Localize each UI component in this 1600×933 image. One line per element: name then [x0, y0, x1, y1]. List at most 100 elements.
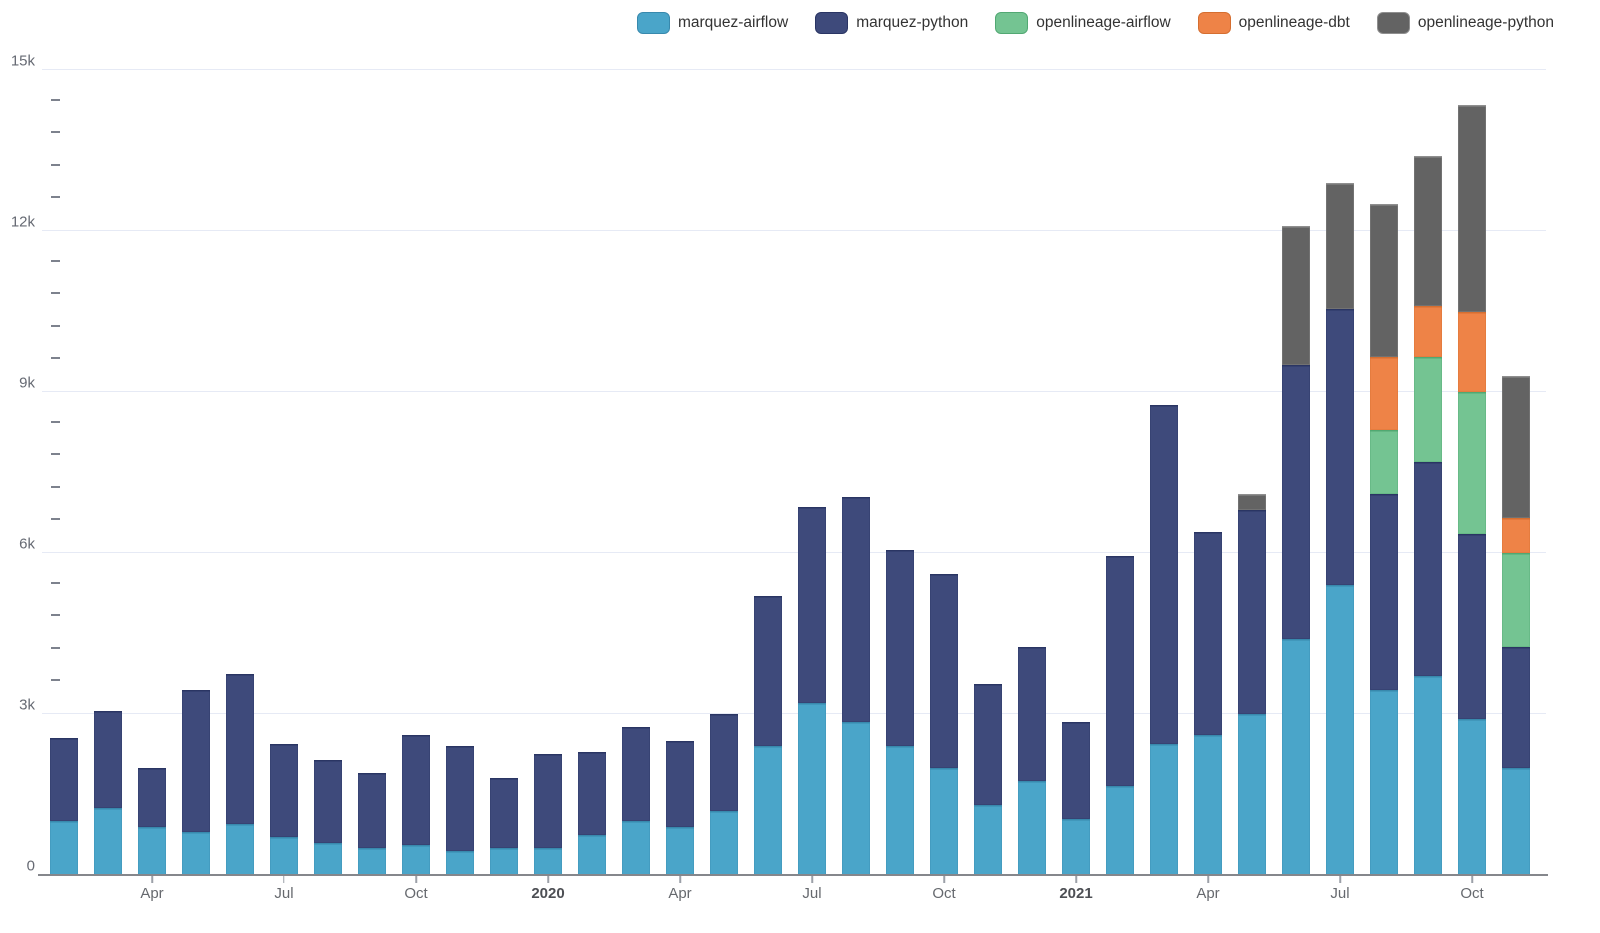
bar-segment-marquez-python[interactable] [974, 684, 1002, 806]
bar-segment-openlineage-python[interactable] [1458, 104, 1486, 312]
bar-segment-marquez-airflow[interactable] [578, 834, 606, 875]
bar-segment-openlineage-airflow[interactable] [1458, 392, 1486, 535]
bar-segment-marquez-airflow[interactable] [1106, 786, 1134, 875]
bar-segment-marquez-python[interactable] [710, 714, 738, 811]
bar-segment-openlineage-python[interactable] [1502, 375, 1530, 519]
bar-stack [1018, 70, 1046, 875]
bar-segment-marquez-airflow[interactable] [490, 848, 518, 875]
bar-segment-marquez-airflow[interactable] [754, 746, 782, 875]
bar-segment-marquez-python[interactable] [1238, 510, 1266, 714]
bar-stack [710, 70, 738, 875]
legend-item-openlineage-airflow[interactable]: openlineage-airflow [995, 12, 1171, 34]
bar-segment-marquez-python[interactable] [1502, 646, 1530, 768]
bar-segment-marquez-python[interactable] [1106, 555, 1134, 787]
bar-segment-marquez-airflow[interactable] [666, 826, 694, 875]
bar-segment-marquez-airflow[interactable] [314, 842, 342, 875]
bar-segment-marquez-airflow[interactable] [842, 722, 870, 875]
bar-segment-marquez-airflow[interactable] [974, 805, 1002, 875]
bar-segment-marquez-python[interactable] [622, 727, 650, 822]
bar-segment-marquez-python[interactable] [490, 778, 518, 849]
bar-segment-openlineage-airflow[interactable] [1414, 357, 1442, 462]
bar-segment-marquez-python[interactable] [446, 746, 474, 851]
bar-column [394, 70, 438, 875]
bar-segment-marquez-python[interactable] [798, 507, 826, 704]
bar-segment-marquez-python[interactable] [226, 673, 254, 825]
bar-segment-marquez-airflow[interactable] [50, 821, 78, 875]
bar-segment-marquez-airflow[interactable] [622, 821, 650, 875]
bar-segment-marquez-python[interactable] [1018, 646, 1046, 782]
bar-segment-marquez-python[interactable] [930, 574, 958, 768]
bar-segment-marquez-airflow[interactable] [886, 746, 914, 875]
bar-segment-marquez-airflow[interactable] [402, 845, 430, 875]
bar-segment-marquez-airflow[interactable] [446, 850, 474, 875]
bar-segment-openlineage-airflow[interactable] [1502, 553, 1530, 647]
legend-label: openlineage-python [1417, 14, 1554, 31]
bar-segment-marquez-airflow[interactable] [1414, 676, 1442, 875]
legend-item-marquez-python[interactable]: marquez-python [815, 12, 968, 34]
bar-segment-openlineage-dbt[interactable] [1414, 306, 1442, 358]
bar-segment-marquez-airflow[interactable] [1370, 689, 1398, 875]
legend-swatch-icon [995, 12, 1029, 34]
bar-segment-marquez-python[interactable] [1282, 365, 1310, 639]
bar-segment-marquez-python[interactable] [1194, 531, 1222, 736]
bar-stack [1062, 70, 1090, 875]
bar-segment-marquez-airflow[interactable] [798, 703, 826, 875]
bar-segment-marquez-airflow[interactable] [1282, 638, 1310, 875]
bar-column [614, 70, 658, 875]
bar-segment-marquez-airflow[interactable] [1062, 818, 1090, 875]
bar-segment-marquez-airflow[interactable] [1326, 585, 1354, 875]
bar-segment-marquez-python[interactable] [270, 743, 298, 838]
bar-segment-openlineage-airflow[interactable] [1370, 429, 1398, 494]
bar-segment-marquez-airflow[interactable] [534, 848, 562, 875]
bar-segment-marquez-airflow[interactable] [94, 807, 122, 875]
bar-segment-marquez-python[interactable] [182, 689, 210, 833]
bar-segment-marquez-python[interactable] [1414, 461, 1442, 677]
bar-segment-marquez-airflow[interactable] [358, 848, 386, 875]
bar-segment-marquez-python[interactable] [842, 496, 870, 723]
bar-column [86, 70, 130, 875]
bar-segment-marquez-python[interactable] [314, 759, 342, 843]
bar-segment-marquez-python[interactable] [666, 740, 694, 827]
bar-segment-marquez-python[interactable] [94, 711, 122, 808]
bar-segment-marquez-airflow[interactable] [1502, 767, 1530, 875]
bar-segment-marquez-airflow[interactable] [270, 837, 298, 875]
bar-segment-marquez-python[interactable] [754, 595, 782, 747]
chart-legend: marquez-airflow marquez-python openlineage… [636, 12, 1554, 34]
bar-segment-openlineage-python[interactable] [1238, 493, 1266, 511]
bar-segment-marquez-python[interactable] [1150, 405, 1178, 744]
bar-segment-marquez-airflow[interactable] [138, 826, 166, 875]
bar-segment-marquez-python[interactable] [138, 767, 166, 827]
bar-segment-marquez-airflow[interactable] [1194, 735, 1222, 875]
bar-segment-openlineage-python[interactable] [1414, 155, 1442, 307]
bar-segment-openlineage-python[interactable] [1370, 204, 1398, 358]
bar-segment-openlineage-dbt[interactable] [1502, 518, 1530, 554]
bar-segment-marquez-airflow[interactable] [1018, 781, 1046, 875]
bar-segment-marquez-airflow[interactable] [710, 810, 738, 875]
bar-column [570, 70, 614, 875]
bar-segment-marquez-python[interactable] [50, 738, 78, 822]
bar-segment-openlineage-python[interactable] [1326, 182, 1354, 309]
bar-segment-marquez-python[interactable] [358, 773, 386, 849]
bar-segment-marquez-airflow[interactable] [930, 767, 958, 875]
bar-segment-openlineage-dbt[interactable] [1370, 357, 1398, 430]
bar-segment-marquez-airflow[interactable] [1458, 719, 1486, 875]
bar-segment-marquez-python[interactable] [1326, 308, 1354, 586]
bar-segment-marquez-python[interactable] [1062, 722, 1090, 819]
bar-segment-marquez-python[interactable] [1370, 493, 1398, 690]
bar-segment-marquez-python[interactable] [886, 550, 914, 747]
bar-segment-marquez-airflow[interactable] [1238, 714, 1266, 875]
bar-segment-marquez-python[interactable] [1458, 534, 1486, 720]
legend-item-marquez-airflow[interactable]: marquez-airflow [636, 12, 788, 34]
bar-segment-marquez-python[interactable] [402, 735, 430, 846]
bar-segment-marquez-python[interactable] [534, 754, 562, 849]
bar-segment-marquez-airflow[interactable] [226, 824, 254, 875]
bar-segment-openlineage-dbt[interactable] [1458, 311, 1486, 393]
bar-segment-marquez-airflow[interactable] [182, 832, 210, 875]
y-axis-minor-tick [51, 517, 60, 520]
legend-item-openlineage-dbt[interactable]: openlineage-dbt [1197, 12, 1350, 34]
bar-segment-openlineage-python[interactable] [1282, 225, 1310, 366]
y-gridline [42, 391, 1546, 392]
legend-item-openlineage-python[interactable]: openlineage-python [1376, 12, 1554, 34]
bar-segment-marquez-python[interactable] [578, 751, 606, 835]
bar-segment-marquez-airflow[interactable] [1150, 743, 1178, 875]
